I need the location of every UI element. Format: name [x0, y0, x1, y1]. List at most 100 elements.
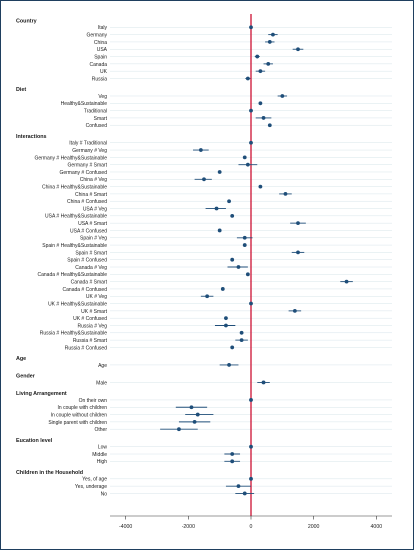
row-label-yes-underage: Yes, underage — [75, 484, 107, 490]
row-label-uk-confused: UK # Confused — [73, 316, 107, 322]
row-label-russia-veg: Russia # Veg — [78, 323, 108, 329]
point-male — [261, 380, 266, 385]
group-heading-eucation-level: Eucation level — [16, 438, 53, 444]
point-in-couple-without-children — [195, 412, 200, 417]
row-label-spain-smart: Spain # Smart — [75, 250, 107, 256]
group-heading-age: Age — [16, 356, 26, 362]
point-canada-confused — [220, 287, 225, 291]
row-label-usa-confused: USA # Confused — [70, 228, 107, 234]
point-china-veg — [202, 177, 206, 182]
row-label-uk-smart: UK # Smart — [81, 309, 107, 315]
row-label-russia-smart: Russia # Smart — [73, 338, 108, 344]
point-germany — [271, 32, 275, 37]
point-canada — [266, 61, 271, 66]
row-label-spain-confused: Spain # Confused — [67, 258, 107, 264]
point-other — [177, 427, 181, 432]
point-uk-healthy-sustainable — [249, 301, 253, 306]
point-germany-smart — [245, 162, 250, 167]
row-label-in-couple-with-children: In couple with children — [58, 405, 108, 411]
x-tick-label-0: 0 — [250, 524, 253, 530]
row-label-usa-healthy-sustainable: USA # Healthy&Sustainable — [45, 214, 107, 220]
point-canada-smart — [344, 279, 349, 284]
point-uk — [258, 69, 263, 74]
row-label-confused: Confused — [86, 123, 108, 129]
row-label-canada-smart: Canada # Smart — [71, 280, 108, 286]
point-veg — [280, 94, 285, 98]
row-labels: CountryItalyGermanyChinaUSASpainCanadaUK… — [16, 18, 108, 497]
point-in-couple-with-children — [189, 405, 194, 410]
row-label-italy-traditional: Italy # Traditional — [69, 141, 107, 147]
row-label-uk: UK — [100, 69, 108, 75]
point-germany-healthy-sustainable — [242, 155, 247, 160]
point-spain-smart — [296, 250, 300, 255]
point-traditional — [249, 108, 253, 113]
point-age — [227, 363, 231, 367]
point-china — [267, 40, 272, 44]
row-label-russia-confused: Russia # Confused — [65, 345, 107, 351]
point-high — [230, 459, 235, 464]
row-label-germany-confused: Germany # Confused — [59, 170, 107, 176]
point-spain — [255, 54, 260, 59]
x-tick-label-4000: -4000 — [119, 524, 132, 530]
row-label-on-their-own: On their own — [79, 398, 108, 404]
x-tick-label-4000: 4000 — [371, 524, 383, 530]
point-smart — [261, 116, 266, 120]
point-usa — [296, 47, 300, 52]
row-label-yes-of-age: Yes, of age — [82, 477, 107, 483]
row-label-traditional: Traditional — [84, 109, 107, 115]
row-label-other: Other — [94, 427, 107, 433]
row-label-smart: Smart — [94, 116, 108, 122]
row-label-canada-confused: Canada # Confused — [63, 287, 108, 293]
row-label-veg: Veg — [98, 94, 107, 100]
group-heading-diet: Diet — [16, 87, 26, 93]
point-single-parent-with-children — [192, 419, 197, 424]
row-label-china-healthy-sustainable: China # Healthy&Sustainable — [42, 185, 107, 191]
row-label-male: Male — [96, 380, 107, 386]
point-russia — [245, 76, 250, 81]
point-usa-smart — [296, 221, 300, 226]
row-label-germany-veg: Germany # Veg — [72, 148, 107, 154]
point-usa-healthy-sustainable — [230, 213, 235, 218]
row-label-middle: Middle — [92, 452, 107, 458]
group-heading-children-in-the-household: Children in the Household — [16, 470, 83, 476]
x-tick-label-2000: 2000 — [308, 524, 320, 530]
row-label-uk-veg: UK # Veg — [86, 294, 107, 300]
point-china-smart — [283, 192, 288, 196]
row-label-canada-healthy-sustainable: Canada # Healthy&Sustainable — [38, 272, 108, 278]
row-label-spain-healthy-sustainable: Spain # Healthy&Sustainable — [42, 243, 107, 249]
point-russia-veg — [224, 323, 228, 328]
point-confused — [267, 123, 272, 128]
point-russia-smart — [239, 338, 244, 343]
point-healthy-sustainable — [258, 101, 263, 106]
x-tick-label-2000: -2000 — [182, 524, 195, 530]
point-low — [249, 444, 253, 449]
x-axis: -4000 -2000 0 2000 4000 — [110, 515, 392, 530]
group-heading-interactions: Interactions — [16, 134, 47, 140]
row-label-age: Age — [98, 363, 107, 369]
group-heading-country: Country — [16, 18, 37, 24]
point-uk-smart — [292, 308, 297, 313]
point-italy — [249, 25, 253, 30]
group-heading-gender: Gender — [16, 374, 36, 380]
point-italy-traditional — [249, 140, 253, 145]
point-yes-underage — [236, 484, 241, 489]
point-middle — [230, 452, 235, 456]
row-label-single-parent-with-children: Single parent with children — [48, 420, 107, 426]
point-on-their-own — [249, 398, 253, 402]
point-spain-healthy-sustainable — [242, 243, 247, 247]
row-label-canada-veg: Canada # Veg — [75, 265, 107, 271]
point-russia-healthy-sustainable — [239, 330, 244, 335]
row-label-china-smart: China # Smart — [75, 192, 108, 198]
point-spain-veg — [242, 235, 247, 240]
point-china-confused — [227, 199, 231, 204]
point-canada-healthy-sustainable — [245, 272, 250, 277]
estimates — [160, 25, 353, 496]
row-label-germany-smart: Germany # Smart — [68, 163, 108, 169]
row-label-canada: Canada — [89, 62, 107, 68]
row-label-russia-healthy-sustainable: Russia # Healthy&Sustainable — [40, 331, 107, 337]
row-label-usa-veg: USA # Veg — [83, 206, 107, 212]
point-usa-confused — [217, 228, 222, 233]
point-no — [242, 491, 247, 496]
